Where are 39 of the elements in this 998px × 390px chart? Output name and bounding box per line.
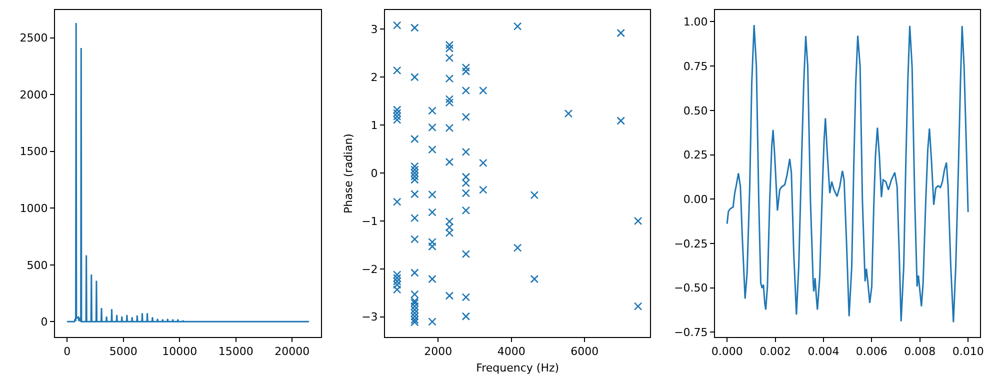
x-tick-label: 4000: [497, 345, 526, 358]
x-axis-title: Frequency (Hz): [476, 361, 560, 374]
y-tick-label: −2: [362, 262, 378, 276]
y-tick-label: 1.00: [683, 16, 708, 29]
x-tick-label: 0.004: [808, 345, 840, 358]
x-tick-label: 0.006: [856, 345, 888, 358]
y-tick-label: 0.25: [683, 148, 708, 162]
y-tick-label: 0: [370, 166, 378, 180]
y-tick-label: 2000: [20, 88, 48, 102]
y-tick-label: 1500: [20, 145, 48, 158]
y-tick-label: 2: [370, 70, 378, 84]
x-tick-label: 5000: [109, 345, 138, 358]
y-tick-label: 0.50: [683, 104, 708, 118]
y-tick-label: −0.25: [674, 237, 708, 250]
y-tick-label: 1: [370, 118, 378, 132]
y-axis-title: Phase (radian): [342, 134, 356, 214]
y-tick-label: −1: [362, 214, 378, 228]
x-tick-label: 6000: [570, 345, 599, 358]
x-tick-label: 0.000: [711, 345, 743, 358]
x-tick-label: 0.002: [760, 345, 792, 358]
y-tick-label: 2500: [20, 32, 48, 45]
y-tick-label: 3: [370, 23, 378, 36]
line-series: [726, 24, 969, 324]
x-tick-label: 2000: [424, 345, 452, 358]
y-tick-label: −3: [362, 310, 378, 324]
x-tick-label: 20000: [274, 345, 310, 358]
y-tick-label: −0.50: [674, 282, 708, 295]
y-tick-label: 0.75: [683, 60, 708, 73]
y-tick-label: 1000: [20, 202, 48, 215]
line-series: [66, 22, 310, 322]
x-tick-label: 10000: [162, 345, 198, 358]
x-tick-label: 0.008: [904, 345, 936, 358]
x-tick-label: 0: [64, 345, 71, 358]
y-tick-label: 500: [26, 258, 48, 272]
x-tick-label: 0.010: [952, 345, 984, 358]
y-tick-label: 0: [40, 316, 48, 329]
y-tick-label: −0.75: [674, 326, 708, 340]
y-tick-label: 0.00: [683, 192, 708, 206]
x-tick-label: 15000: [218, 345, 254, 358]
